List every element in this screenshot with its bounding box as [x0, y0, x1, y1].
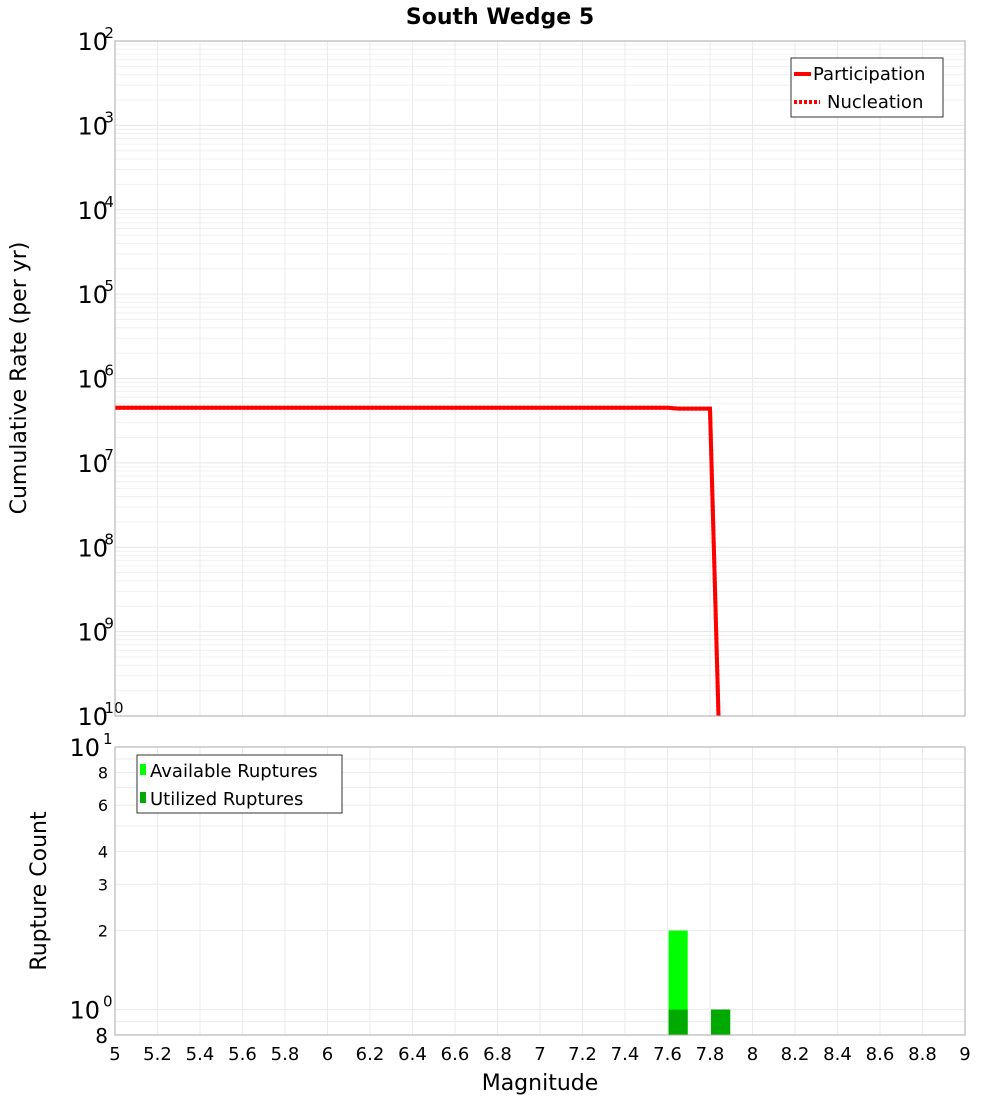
svg-text:6: 6: [322, 1044, 333, 1065]
svg-text:8.6: 8.6: [866, 1044, 895, 1065]
svg-text:10: 10: [77, 703, 108, 731]
svg-text:10: 10: [77, 281, 108, 309]
svg-text:-8: -8: [99, 530, 114, 548]
svg-text:5.4: 5.4: [186, 1044, 215, 1065]
svg-text:0: 0: [103, 993, 113, 1011]
svg-text:2: 2: [98, 922, 108, 941]
svg-text:10: 10: [69, 734, 100, 762]
svg-text:-6: -6: [99, 362, 114, 380]
legend-participation: Participation: [813, 64, 925, 85]
svg-text:-3: -3: [99, 108, 114, 126]
svg-text:1: 1: [103, 730, 113, 748]
svg-text:8.4: 8.4: [823, 1044, 852, 1065]
x-axis-label: Magnitude: [482, 1071, 599, 1096]
legend-utilized: Utilized Ruptures: [150, 789, 303, 810]
svg-text:10: 10: [69, 997, 100, 1025]
utilized-swatch-icon: [140, 792, 146, 803]
top-y-axis-label: Cumulative Rate (per yr): [7, 242, 32, 515]
svg-text:8: 8: [98, 763, 108, 782]
svg-text:8: 8: [747, 1044, 758, 1065]
svg-text:5: 5: [109, 1044, 120, 1065]
svg-text:4: 4: [98, 842, 108, 861]
svg-text:6.4: 6.4: [398, 1044, 427, 1065]
svg-text:6: 6: [98, 796, 108, 815]
svg-text:10: 10: [77, 112, 108, 140]
top-legend: Participation Nucleation: [790, 57, 944, 118]
svg-text:8.8: 8.8: [908, 1044, 937, 1065]
top-y-ticks: 10-210-310-410-510-610-710-810-910-10: [77, 24, 123, 731]
x-ticks: 5 5.2 5.4 5.6 5.8 6 6.2 6.4 6.6 6.8 7 7.2 7.4 7.6 7.8 8…: [109, 1044, 970, 1065]
legend-nucleation: Nucleation: [827, 92, 923, 113]
svg-text:6.8: 6.8: [483, 1044, 512, 1065]
svg-text:9: 9: [959, 1044, 970, 1065]
bottom-bars: [668, 930, 731, 1035]
svg-text:6.2: 6.2: [356, 1044, 385, 1065]
svg-text:-2: -2: [99, 24, 114, 42]
svg-text:7: 7: [534, 1044, 545, 1065]
svg-text:-10: -10: [99, 699, 124, 717]
svg-text:5.6: 5.6: [228, 1044, 257, 1065]
top-plot: 10-210-310-410-510-610-710-810-910-10 Cu…: [7, 24, 966, 731]
svg-text:6.6: 6.6: [441, 1044, 470, 1065]
svg-text:-7: -7: [99, 446, 114, 464]
svg-text:10: 10: [77, 534, 108, 562]
bottom-legend: Available Ruptures Utilized Ruptures: [136, 754, 343, 814]
svg-text:3: 3: [98, 875, 108, 894]
legend-available: Available Ruptures: [150, 761, 318, 782]
svg-text:10: 10: [77, 450, 108, 478]
svg-text:-5: -5: [99, 277, 114, 295]
available-swatch-icon: [140, 764, 146, 775]
svg-text:-4: -4: [99, 193, 114, 211]
svg-text:-9: -9: [99, 615, 114, 633]
svg-text:10: 10: [77, 619, 108, 647]
svg-text:10: 10: [77, 28, 108, 56]
bottom-y-axis-label: Rupture Count: [27, 811, 52, 971]
svg-text:8: 8: [95, 1024, 108, 1048]
chart-title: South Wedge 5: [406, 5, 594, 30]
svg-text:7.2: 7.2: [568, 1044, 597, 1065]
svg-text:5.2: 5.2: [143, 1044, 172, 1065]
top-series: [115, 405, 721, 717]
top-grid: [114, 41, 966, 717]
svg-text:7.6: 7.6: [653, 1044, 682, 1065]
svg-text:10: 10: [77, 197, 108, 225]
svg-text:7.4: 7.4: [611, 1044, 640, 1065]
svg-text:10: 10: [77, 366, 108, 394]
svg-text:5.8: 5.8: [271, 1044, 300, 1065]
svg-text:7.8: 7.8: [696, 1044, 725, 1065]
svg-text:8.2: 8.2: [781, 1044, 810, 1065]
